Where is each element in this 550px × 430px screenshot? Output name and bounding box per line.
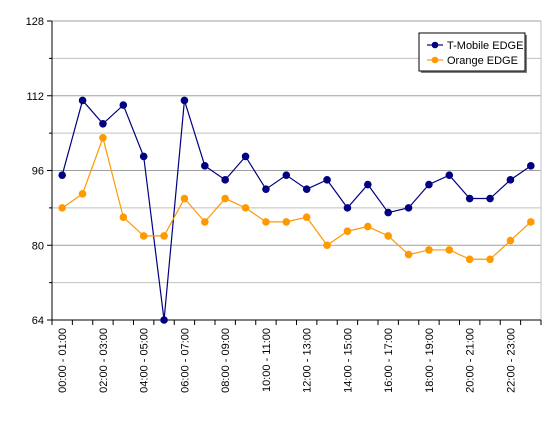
data-point-series-0 bbox=[201, 162, 209, 170]
series-line-1 bbox=[61, 135, 532, 260]
x-tick-label: 22:00 - 23:00 bbox=[505, 328, 517, 393]
data-point-series-0 bbox=[262, 185, 270, 193]
data-point-series-0 bbox=[364, 180, 372, 189]
data-point-series-1 bbox=[445, 246, 454, 254]
y-tick-label: 80 bbox=[32, 240, 44, 252]
x-tick-label: 02:00 - 03:00 bbox=[98, 328, 110, 393]
x-tick-label: 18:00 - 19:00 bbox=[424, 328, 436, 393]
series-lines bbox=[58, 96, 535, 324]
data-point-series-0 bbox=[506, 176, 515, 184]
x-tick-label: 16:00 - 17:00 bbox=[383, 328, 395, 393]
data-point-series-0 bbox=[180, 96, 189, 105]
y-tick-label: 128 bbox=[26, 16, 44, 28]
data-point-series-1 bbox=[160, 232, 168, 240]
grid-lines bbox=[52, 20, 542, 320]
y-tick-label: 64 bbox=[32, 315, 44, 327]
data-point-series-0 bbox=[323, 176, 331, 184]
data-point-series-1 bbox=[384, 232, 392, 240]
data-point-series-1 bbox=[486, 255, 494, 264]
data-point-series-0 bbox=[527, 162, 535, 170]
axes: 64 80 96 112 128 00:00 - 01:00 02:00 - 03:00 04… bbox=[26, 16, 542, 393]
data-point-series-0 bbox=[302, 185, 311, 193]
data-point-series-0 bbox=[160, 316, 168, 324]
data-point-series-0 bbox=[445, 171, 454, 179]
data-point-series-0 bbox=[78, 96, 87, 105]
y-tick-label: 96 bbox=[32, 166, 44, 178]
data-point-series-1 bbox=[527, 218, 535, 226]
data-point-series-1 bbox=[364, 222, 372, 231]
x-tick-label: 08:00 - 09:00 bbox=[220, 328, 232, 393]
data-point-series-1 bbox=[99, 133, 107, 142]
legend-swatch-marker-0 bbox=[431, 41, 439, 49]
data-point-series-0 bbox=[486, 194, 494, 203]
data-point-series-1 bbox=[323, 241, 331, 250]
data-point-series-1 bbox=[58, 204, 66, 212]
x-tick-label: 14:00 - 15:00 bbox=[342, 328, 354, 393]
data-point-series-1 bbox=[119, 213, 128, 222]
x-tick-label: 10:00 - 11:00 bbox=[261, 328, 273, 392]
data-point-series-1 bbox=[221, 194, 229, 203]
data-point-series-0 bbox=[139, 152, 148, 161]
x-tick-label: 20:00 - 21:00 bbox=[465, 328, 477, 393]
legend: T-Mobile EDGE Orange EDGE bbox=[418, 32, 527, 73]
data-point-series-0 bbox=[99, 119, 107, 128]
data-point-series-1 bbox=[241, 204, 250, 212]
data-point-series-1 bbox=[465, 255, 474, 264]
legend-swatch-marker-1 bbox=[431, 56, 439, 64]
data-point-series-0 bbox=[425, 180, 433, 189]
data-point-series-0 bbox=[119, 101, 128, 109]
data-point-series-1 bbox=[404, 250, 413, 259]
data-point-series-1 bbox=[201, 218, 209, 226]
data-point-series-0 bbox=[465, 194, 474, 203]
x-tick-label: 04:00 - 05:00 bbox=[139, 328, 151, 393]
legend-box bbox=[418, 32, 526, 72]
data-point-series-1 bbox=[343, 227, 352, 236]
data-point-series-1 bbox=[506, 236, 515, 245]
data-point-series-1 bbox=[139, 232, 148, 240]
data-point-series-0 bbox=[58, 171, 66, 179]
x-tick-label: 12:00 - 13:00 bbox=[302, 328, 314, 393]
series-line-0 bbox=[61, 99, 532, 321]
data-point-series-0 bbox=[404, 204, 413, 212]
data-point-series-1 bbox=[78, 190, 87, 198]
legend-label-0: T-Mobile EDGE bbox=[447, 40, 523, 52]
x-tick-label: 00:00 - 01:00 bbox=[57, 328, 69, 393]
data-point-series-0 bbox=[384, 208, 392, 217]
data-point-series-1 bbox=[302, 213, 311, 222]
data-point-series-1 bbox=[262, 218, 270, 226]
data-point-series-1 bbox=[282, 218, 291, 226]
y-tick-label: 112 bbox=[26, 91, 44, 103]
data-point-series-0 bbox=[282, 171, 291, 179]
data-point-series-1 bbox=[425, 246, 433, 254]
x-tick-label: 06:00 - 07:00 bbox=[179, 328, 191, 393]
data-point-series-1 bbox=[180, 194, 189, 203]
data-point-series-0 bbox=[241, 152, 250, 161]
legend-label-1: Orange EDGE bbox=[447, 55, 518, 67]
data-point-series-0 bbox=[343, 204, 352, 212]
data-point-series-0 bbox=[221, 176, 229, 184]
